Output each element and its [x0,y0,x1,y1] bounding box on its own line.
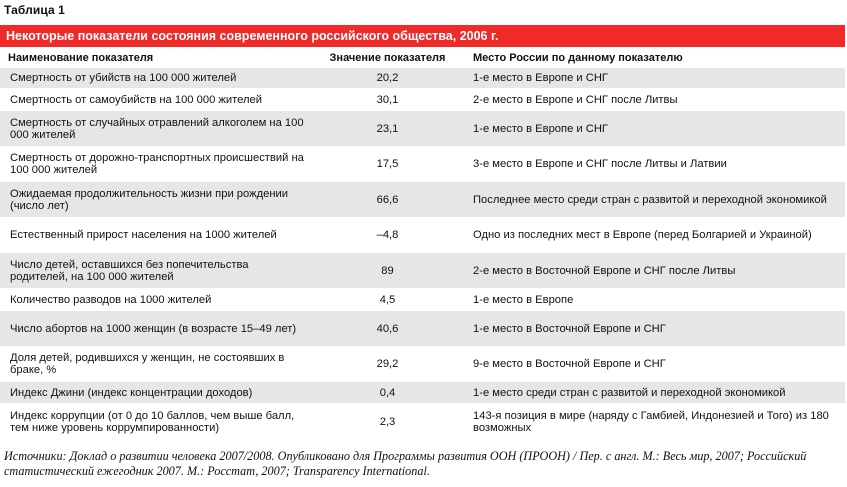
indicator-name: Смертность от убийств на 100 000 жителей [0,67,310,89]
indicator-rank: 1-е место в Европе и СНГ [465,110,845,147]
table-row: Ожидаемая продолжительность жизни при ро… [0,181,845,218]
table-row: Индекс коррупции (от 0 до 10 баллов, чем… [0,403,845,440]
indicator-value: 66,6 [310,181,465,218]
source-note: Источники: Доклад о развитии человека 20… [4,449,807,478]
table-caption: Таблица 1 [4,3,65,17]
indicator-name: Смертность от случайных отравлений алког… [0,110,310,147]
indicator-rank: 2-е место в Европе и СНГ после Литвы [465,88,845,111]
table-row: Естественный прирост населения на 1000 ж… [0,217,845,253]
indicator-name: Доля детей, родившихся у женщин, не сост… [0,346,310,382]
indicator-value: 4,5 [310,288,465,311]
indicator-value: 0,4 [310,381,465,404]
indicator-value: 89 [310,252,465,289]
indicator-name: Число абортов на 1000 женщин (в возрасте… [0,310,310,347]
indicator-name: Смертность от дорожно-транспортных проис… [0,146,310,182]
indicator-name: Количество разводов на 1000 жителей [0,288,310,311]
indicator-rank: 9-е место в Восточной Европе и СНГ [465,346,845,382]
header-name: Наименование показателя [0,49,310,68]
indicator-rank: Одно из последних мест в Европе (перед Б… [465,217,845,253]
table-row: Смертность от самоубийств на 100 000 жит… [0,88,845,111]
indicator-name: Индекс Джини (индекс концентрации доходо… [0,381,310,404]
indicator-name: Индекс коррупции (от 0 до 10 баллов, чем… [0,403,310,440]
indicator-name: Естественный прирост населения на 1000 ж… [0,217,310,253]
indicator-rank: 3-е место в Европе и СНГ после Литвы и Л… [465,146,845,182]
table-row: Смертность от убийств на 100 000 жителей… [0,67,845,89]
indicator-name: Смертность от самоубийств на 100 000 жит… [0,88,310,111]
indicator-value: 23,1 [310,110,465,147]
indicators-table: Наименование показателя Значение показат… [0,49,845,440]
header-rank: Место России по данному показателю [465,49,845,68]
indicator-value: 20,2 [310,67,465,89]
indicator-value: 29,2 [310,346,465,382]
table-row: Смертность от дорожно-транспортных проис… [0,146,845,182]
table-row: Количество разводов на 1000 жителей 4,5 … [0,288,845,311]
header-value: Значение показателя [310,49,465,68]
table-row: Число детей, оставшихся без попечительст… [0,252,845,289]
indicator-rank: 143-я позиция в мире (наряду с Гамбией, … [465,403,845,440]
indicator-value: 2,3 [310,403,465,440]
indicator-name: Ожидаемая продолжительность жизни при ро… [0,181,310,218]
indicator-value: 40,6 [310,310,465,347]
indicator-rank: 1-е место среди стран с развитой и перех… [465,381,845,404]
indicator-rank: Последнее место среди стран с развитой и… [465,181,845,218]
indicator-name: Число детей, оставшихся без попечительст… [0,252,310,289]
table-title: Некоторые показатели состояния современн… [0,25,845,47]
indicator-rank: 1-е место в Европе [465,288,845,311]
indicator-rank: 2-е место в Восточной Европе и СНГ после… [465,252,845,289]
indicator-value: 17,5 [310,146,465,182]
table-row: Число абортов на 1000 женщин (в возрасте… [0,310,845,347]
indicator-rank: 1-е место в Восточной Европе и СНГ [465,310,845,347]
indicator-rank: 1-е место в Европе и СНГ [465,67,845,89]
indicator-value: 30,1 [310,88,465,111]
table-row: Смертность от случайных отравлений алког… [0,110,845,147]
table-row: Индекс Джини (индекс концентрации доходо… [0,381,845,404]
header-row: Наименование показателя Значение показат… [0,49,845,68]
indicator-value: –4,8 [310,217,465,253]
table-row: Доля детей, родившихся у женщин, не сост… [0,346,845,382]
